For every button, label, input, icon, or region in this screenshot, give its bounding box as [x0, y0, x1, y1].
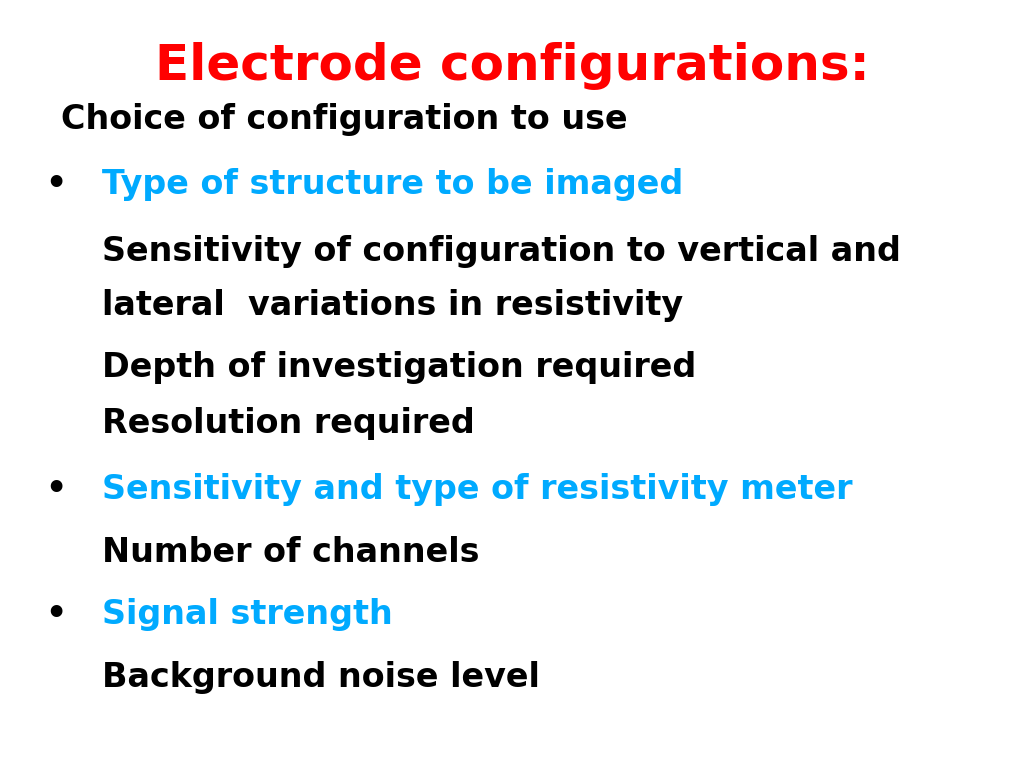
Text: Number of channels: Number of channels — [102, 537, 480, 569]
Text: lateral  variations in resistivity: lateral variations in resistivity — [102, 290, 684, 322]
Text: Signal strength: Signal strength — [102, 598, 393, 631]
Text: Choice of configuration to use: Choice of configuration to use — [61, 103, 628, 135]
Text: Electrode configurations:: Electrode configurations: — [155, 42, 869, 91]
Text: Sensitivity and type of resistivity meter: Sensitivity and type of resistivity mete… — [102, 474, 853, 506]
Text: Background noise level: Background noise level — [102, 661, 541, 694]
Text: •: • — [46, 168, 67, 200]
Text: Depth of investigation required: Depth of investigation required — [102, 351, 696, 383]
Text: •: • — [46, 474, 67, 506]
Text: Type of structure to be imaged: Type of structure to be imaged — [102, 168, 684, 200]
Text: Resolution required: Resolution required — [102, 408, 475, 440]
Text: •: • — [46, 598, 67, 631]
Text: Sensitivity of configuration to vertical and: Sensitivity of configuration to vertical… — [102, 236, 901, 268]
